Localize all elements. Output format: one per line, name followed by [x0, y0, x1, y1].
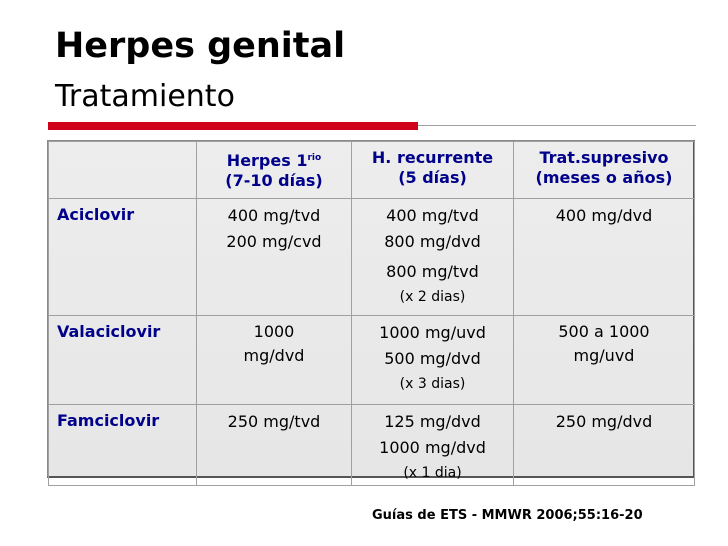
cell-supresivo: 250 mg/dvd [513, 404, 695, 486]
cell-recurrente: 125 mg/dvd 1000 mg/dvd (x 1 dia) [351, 404, 514, 486]
dose: 250 mg/dvd [555, 412, 653, 431]
header-col2-main: H. recurrente [371, 148, 494, 167]
drug-name: Famciclovir [48, 404, 197, 486]
header-col1-sub: (7-10 días) [225, 171, 323, 190]
dose: mg/uvd [573, 346, 635, 365]
treatment-table-frame: Herpes 1rio (7-10 días) H. recurrente (5… [47, 140, 695, 486]
dose: 1000 mg/uvd [379, 323, 486, 342]
drug-name: Aciclovir [48, 198, 197, 316]
cell-primario: 1000 mg/dvd [196, 315, 352, 405]
cell-recurrente: 400 mg/tvd 800 mg/dvd 800 mg/tvd (x 2 di… [351, 198, 514, 316]
header-col3-sub: (meses o años) [535, 168, 673, 187]
table-row: Valaciclovir 1000 mg/dvd 1000 mg/uvd 500… [48, 315, 695, 405]
duration-note: (x 1 dia) [403, 465, 462, 481]
dose: mg/dvd [243, 346, 305, 365]
treatment-table: Herpes 1rio (7-10 días) H. recurrente (5… [48, 141, 695, 486]
table-header-row: Herpes 1rio (7-10 días) H. recurrente (5… [48, 141, 695, 199]
header-recurrente: H. recurrente (5 días) [351, 141, 514, 199]
table-row: Aciclovir 400 mg/tvd 200 mg/cvd 400 mg/t… [48, 198, 695, 316]
dose: 800 mg/tvd [386, 262, 479, 281]
dose: 1000 mg/dvd [379, 438, 486, 457]
title-underline-grey [418, 125, 696, 126]
dose: 400 mg/dvd [555, 206, 653, 225]
cell-primario: 250 mg/tvd [196, 404, 352, 486]
dose: 125 mg/dvd [384, 412, 481, 431]
dose: 500 a 1000 [558, 322, 650, 341]
header-col1-sup: rio [307, 153, 322, 163]
drug-name: Valaciclovir [48, 315, 197, 405]
dose: 250 mg/tvd [227, 412, 321, 431]
cell-primario: 400 mg/tvd 200 mg/cvd [196, 198, 352, 316]
cell-supresivo: 500 a 1000 mg/uvd [513, 315, 695, 405]
header-col1-main: Herpes 1 [226, 151, 308, 170]
dose: 400 mg/tvd [386, 206, 479, 225]
dose: 1000 [253, 322, 295, 341]
header-col3-main: Trat.supresivo [539, 148, 669, 167]
dose: 200 mg/cvd [226, 232, 322, 251]
source-citation: Guías de ETS - MMWR 2006;55:16-20 [372, 508, 643, 523]
table-row: Famciclovir 250 mg/tvd 125 mg/dvd 1000 m… [48, 404, 695, 486]
cell-recurrente: 1000 mg/uvd 500 mg/dvd (x 3 dias) [351, 315, 514, 405]
dose: 500 mg/dvd [384, 349, 481, 368]
page-subtitle: Tratamiento [55, 79, 235, 114]
page-title: Herpes genital [55, 26, 346, 66]
duration-note: (x 3 dias) [399, 376, 466, 392]
dose: 400 mg/tvd [227, 206, 321, 225]
title-underline-red [48, 122, 418, 130]
header-supresivo: Trat.supresivo (meses o años) [513, 141, 695, 199]
dose: 800 mg/dvd [384, 232, 481, 251]
duration-note: (x 2 dias) [399, 289, 466, 305]
cell-supresivo: 400 mg/dvd [513, 198, 695, 316]
header-herpes-primario: Herpes 1rio (7-10 días) [196, 141, 352, 199]
header-col2-sub: (5 días) [398, 168, 467, 187]
header-empty-cell [48, 141, 197, 199]
